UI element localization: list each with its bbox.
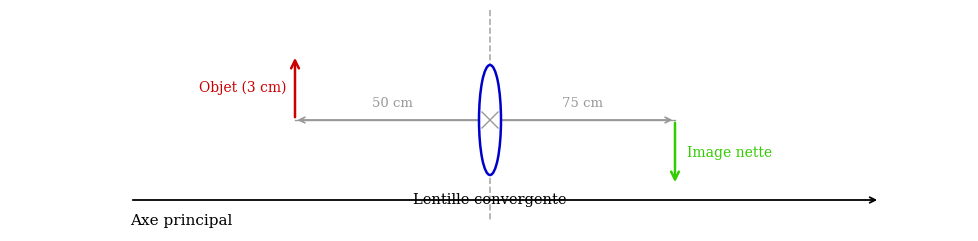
Text: Axe principal: Axe principal [130,214,232,228]
Text: 75 cm: 75 cm [561,97,602,110]
Text: 50 cm: 50 cm [372,97,413,110]
Text: Lentille convergente: Lentille convergente [413,193,566,207]
Ellipse shape [478,65,501,175]
Text: Image nette: Image nette [687,146,772,160]
Text: Objet (3 cm): Objet (3 cm) [200,80,287,95]
